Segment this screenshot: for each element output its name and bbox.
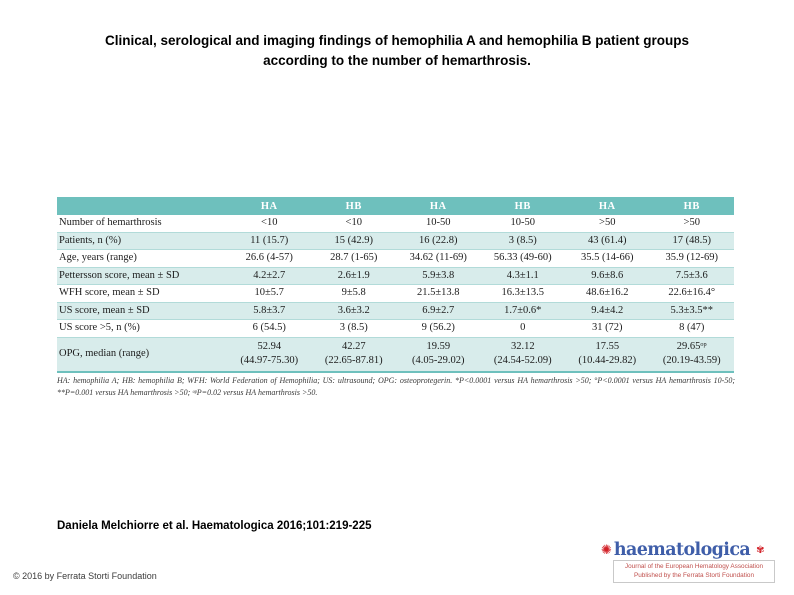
- table-row: Age, years (range) 26.6 (4-57) 28.7 (1-6…: [57, 250, 734, 268]
- table-cell: 5.8±3.7: [253, 304, 286, 316]
- table-row: OPG, median (range) 52.94 (44.97-75.30) …: [57, 337, 734, 373]
- header-col-ha-3: HA: [598, 200, 616, 212]
- table-cell: 56.33 (49-60): [493, 252, 552, 264]
- table-cell: 29.65ᵒᵖ (20.19-43.59): [662, 341, 721, 366]
- table-cell: 6.9±2.7: [422, 304, 455, 316]
- table-cell: 52.94 (44.97-75.30): [240, 341, 299, 366]
- table-cell: 22.6±16.4°: [668, 287, 716, 299]
- table-cell: 19.59 (4.05-29.02): [412, 341, 465, 366]
- table-cell: 10-50: [426, 217, 451, 229]
- table-cell: 1.7±0.6*: [504, 304, 542, 316]
- row-label: Number of hemarthrosis: [59, 217, 162, 229]
- table-cell: >50: [683, 217, 700, 229]
- table-cell: 35.9 (12-69): [665, 252, 719, 264]
- table-cell: 9.6±8.6: [591, 269, 624, 281]
- header-col-hb-3: HB: [683, 200, 700, 212]
- table-header-row: HA HB HA HB HA HB: [57, 197, 734, 215]
- table-cell: 3.6±3.2: [337, 304, 370, 316]
- table-cell: 10-50: [510, 217, 536, 229]
- table-cell: 9 (56.2): [421, 322, 455, 334]
- table-cell: 7.5±3.6: [675, 269, 708, 281]
- table-row: US score >5, n (%) 6 (54.5) 3 (8.5) 9 (5…: [57, 320, 734, 338]
- table-cell: 10±5.7: [254, 287, 284, 299]
- copyright-notice: © 2016 by Ferrata Storti Foundation: [13, 571, 157, 581]
- table-cell: 17.55 (10.44-29.82): [578, 341, 637, 366]
- row-label: Pettersson score, mean ± SD: [59, 269, 180, 281]
- slide-title: Clinical, serological and imaging findin…: [104, 33, 690, 68]
- table-cell: 31 (72): [591, 322, 623, 334]
- table-cell: 3 (8.5): [508, 234, 537, 246]
- haematologica-wordmark: haematologica: [613, 540, 751, 560]
- logo-tagline-1: Journal of the European Hematology Assoc…: [624, 563, 764, 570]
- row-label: Patients, n (%): [59, 234, 122, 246]
- haematologica-flower-icon: ✺: [601, 542, 612, 558]
- table-cell: 17 (48.5): [672, 234, 712, 246]
- table-cell: 35.5 (14-66): [581, 252, 634, 264]
- row-label: Age, years (range): [59, 252, 137, 264]
- table-cell: 2.6±1.9: [337, 269, 370, 281]
- table-cell: 8 (47): [679, 322, 705, 334]
- table-cell: 43 (61.4): [588, 234, 627, 246]
- row-label: OPG, median (range): [59, 348, 150, 360]
- table-cell: 11 (15.7): [250, 234, 289, 246]
- table-row: WFH score, mean ± SD 10±5.7 9±5.8 21.5±1…: [57, 285, 734, 303]
- row-label: WFH score, mean ± SD: [59, 287, 160, 299]
- table-footnote: HA: hemophilia A; HB: hemophilia B; WFH:…: [57, 376, 735, 398]
- table-cell: 48.6±16.2: [585, 287, 629, 299]
- table-cell: 16.3±13.5: [501, 287, 544, 299]
- header-col-ha-1: HA: [260, 200, 278, 212]
- table-row: Number of hemarthrosis <10 <10 10-50 10-…: [57, 215, 734, 233]
- table-cell: 4.3±1.1: [506, 269, 539, 281]
- table-cell: <10: [345, 217, 362, 229]
- ferrata-storti-emblem-icon: ✾: [756, 544, 765, 556]
- logo-tagline-box: Journal of the European Hematology Assoc…: [613, 560, 775, 583]
- logo-tagline-2: Published by the Ferrata Storti Foundati…: [633, 572, 755, 580]
- header-col-hb-2: HB: [514, 200, 531, 212]
- table-cell: 42.27 (22.65-87.81): [324, 341, 383, 366]
- table-cell: 32.12 (24.54-52.09): [493, 341, 552, 366]
- table-cell: <10: [261, 217, 278, 229]
- table-cell: 9±5.8: [341, 287, 366, 299]
- table-row: Pettersson score, mean ± SD 4.2±2.7 2.6±…: [57, 267, 734, 285]
- table-cell: 16 (22.8): [419, 234, 458, 246]
- table-cell: 4.2±2.7: [253, 269, 286, 281]
- table-cell: 26.6 (4-57): [245, 252, 293, 264]
- table-cell: 28.7 (1-65): [330, 252, 378, 264]
- table-cell: 5.9±3.8: [422, 269, 455, 281]
- table-cell: 34.62 (11-69): [409, 252, 467, 264]
- table-cell: 21.5±13.8: [416, 287, 460, 299]
- row-label: US score >5, n (%): [59, 322, 140, 334]
- table-cell: 5.3±3.5**: [670, 304, 713, 316]
- table-row: Patients, n (%) 11 (15.7) 15 (42.9) 16 (…: [57, 232, 734, 250]
- table-cell: >50: [599, 217, 616, 229]
- haematologica-logo: ✺ haematologica ✾ Journal of the Europea…: [601, 541, 787, 583]
- row-label: US score, mean ± SD: [59, 304, 150, 316]
- header-col-hb-1: HB: [345, 200, 362, 212]
- header-col-ha-2: HA: [429, 200, 447, 212]
- findings-table: HA HB HA HB HA HB Number of hemarthrosis…: [57, 197, 734, 373]
- table-cell: 9.4±4.2: [591, 304, 624, 316]
- table-cell: 3 (8.5): [339, 322, 368, 334]
- table-cell: 0: [520, 322, 526, 334]
- table-cell: 15 (42.9): [334, 234, 374, 246]
- logo-brand-line: ✺ haematologica ✾: [601, 541, 787, 559]
- table-row: US score, mean ± SD 5.8±3.7 3.6±3.2 6.9±…: [57, 302, 734, 320]
- table-cell: 6 (54.5): [252, 322, 286, 334]
- citation: Daniela Melchiorre et al. Haematologica …: [57, 520, 372, 532]
